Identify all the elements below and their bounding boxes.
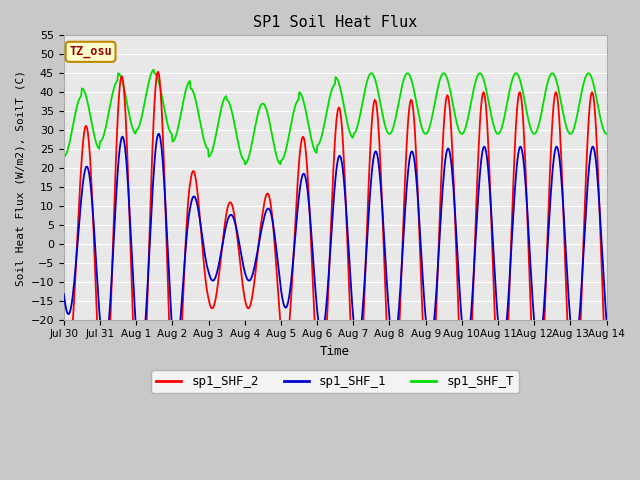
- sp1_SHF_2: [182, 231, 190, 237]
- sp1_SHF_2: [403, 145, 410, 151]
- Line: sp1_SHF_T: sp1_SHF_T: [64, 70, 607, 164]
- sp1_SHF_1: [125, 207, 133, 213]
- sp1_SHF_1: [603, 319, 611, 324]
- sp1_SHF_1: [60, 291, 68, 297]
- sp1_SHF_2: [154, 69, 162, 75]
- sp1_SHF_2: [603, 384, 611, 390]
- sp1_SHF_T: [241, 161, 249, 167]
- Line: sp1_SHF_1: sp1_SHF_1: [64, 134, 607, 360]
- sp1_SHF_1: [403, 187, 410, 193]
- sp1_SHF_1: [419, 269, 426, 275]
- sp1_SHF_1: [211, 276, 219, 282]
- sp1_SHF_1: [182, 240, 190, 246]
- sp1_SHF_1: [70, 286, 77, 291]
- sp1_SHF_T: [419, 126, 426, 132]
- X-axis label: Time: Time: [320, 345, 350, 358]
- Title: SP1 Soil Heat Flux: SP1 Soil Heat Flux: [253, 15, 417, 30]
- sp1_SHF_1: [155, 131, 163, 137]
- sp1_SHF_T: [70, 120, 77, 125]
- sp1_SHF_2: [419, 309, 426, 315]
- sp1_SHF_2: [211, 300, 219, 306]
- Line: sp1_SHF_2: sp1_SHF_2: [64, 72, 607, 437]
- sp1_SHF_2: [136, 434, 144, 440]
- sp1_SHF_T: [60, 154, 68, 159]
- sp1_SHF_T: [210, 141, 218, 147]
- sp1_SHF_1: [137, 358, 145, 363]
- sp1_SHF_2: [125, 213, 133, 219]
- sp1_SHF_T: [603, 131, 611, 137]
- Legend: sp1_SHF_2, sp1_SHF_1, sp1_SHF_T: sp1_SHF_2, sp1_SHF_1, sp1_SHF_T: [152, 370, 519, 393]
- Y-axis label: Soil Heat Flux (W/m2), SoilT (C): Soil Heat Flux (W/m2), SoilT (C): [15, 70, 25, 286]
- sp1_SHF_2: [70, 306, 77, 312]
- sp1_SHF_T: [150, 67, 157, 72]
- sp1_SHF_2: [60, 335, 68, 341]
- sp1_SHF_T: [182, 89, 189, 95]
- Text: TZ_osu: TZ_osu: [69, 45, 112, 58]
- sp1_SHF_T: [403, 71, 410, 77]
- sp1_SHF_T: [125, 113, 133, 119]
